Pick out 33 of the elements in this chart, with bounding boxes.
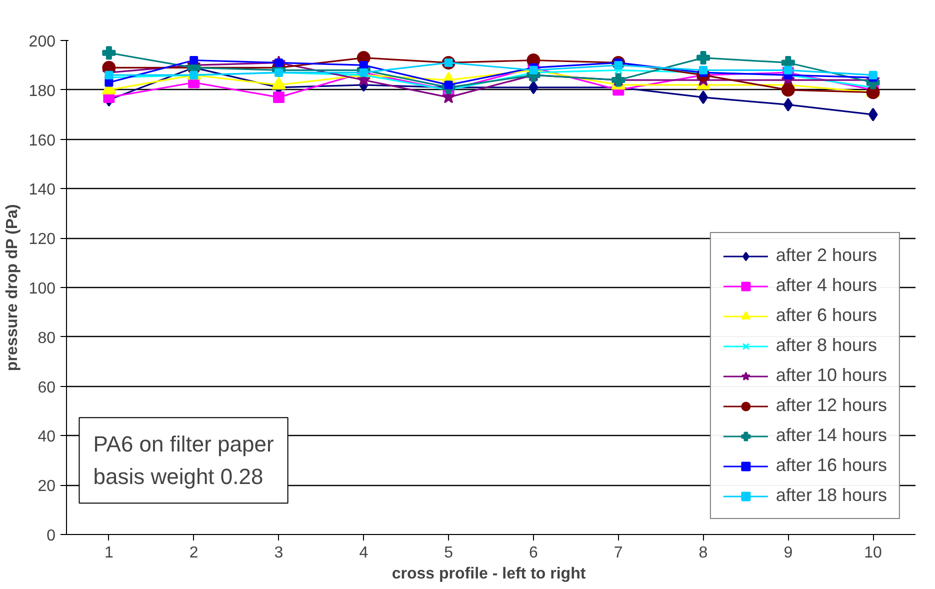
y-tick-label: 200 [28,34,56,50]
x-tick-label: 1 [104,544,114,562]
x-tick-label: 5 [444,544,454,562]
y-tick-label: 120 [28,231,56,248]
y-tick-label: 140 [28,182,56,199]
legend-label: after 12 hours [776,395,887,416]
x-tick-label: 6 [529,544,538,562]
x-axis-title: cross profile - left to right [392,566,586,582]
y-tick-label: 100 [28,280,56,298]
legend-label: after 18 hours [776,485,887,506]
y-tick-label: 0 [46,528,56,544]
annotation: PA6 on filter paper basis weight 0.28 [93,432,274,490]
x-tick-label: 2 [189,544,198,562]
x-tick-label: 10 [864,544,882,562]
legend-label: after 14 hours [776,425,887,446]
y-tick-label: 180 [28,82,56,100]
legend-label: after 6 hours [776,305,877,326]
y-tick-label: 40 [38,428,56,446]
x-tick-label: 8 [698,544,708,562]
legend-label: after 8 hours [776,335,877,356]
y-tick-label: 20 [38,478,56,496]
y-tick-label: 160 [28,132,56,150]
legend-label: after 2 hours [776,245,877,266]
y-tick-label: 60 [38,379,56,396]
legend-label: after 16 hours [776,455,887,476]
legend-label: after 4 hours [776,275,877,296]
legend-label: after 10 hours [776,365,887,386]
x-tick-label: 3 [274,544,284,562]
x-tick-label: 7 [614,544,623,562]
x-tick-label: 9 [784,544,793,562]
x-tick-label: 4 [359,544,368,562]
y-axis-title: pressure drop dP (Pa) [4,204,21,372]
y-tick-label: 80 [38,330,56,347]
